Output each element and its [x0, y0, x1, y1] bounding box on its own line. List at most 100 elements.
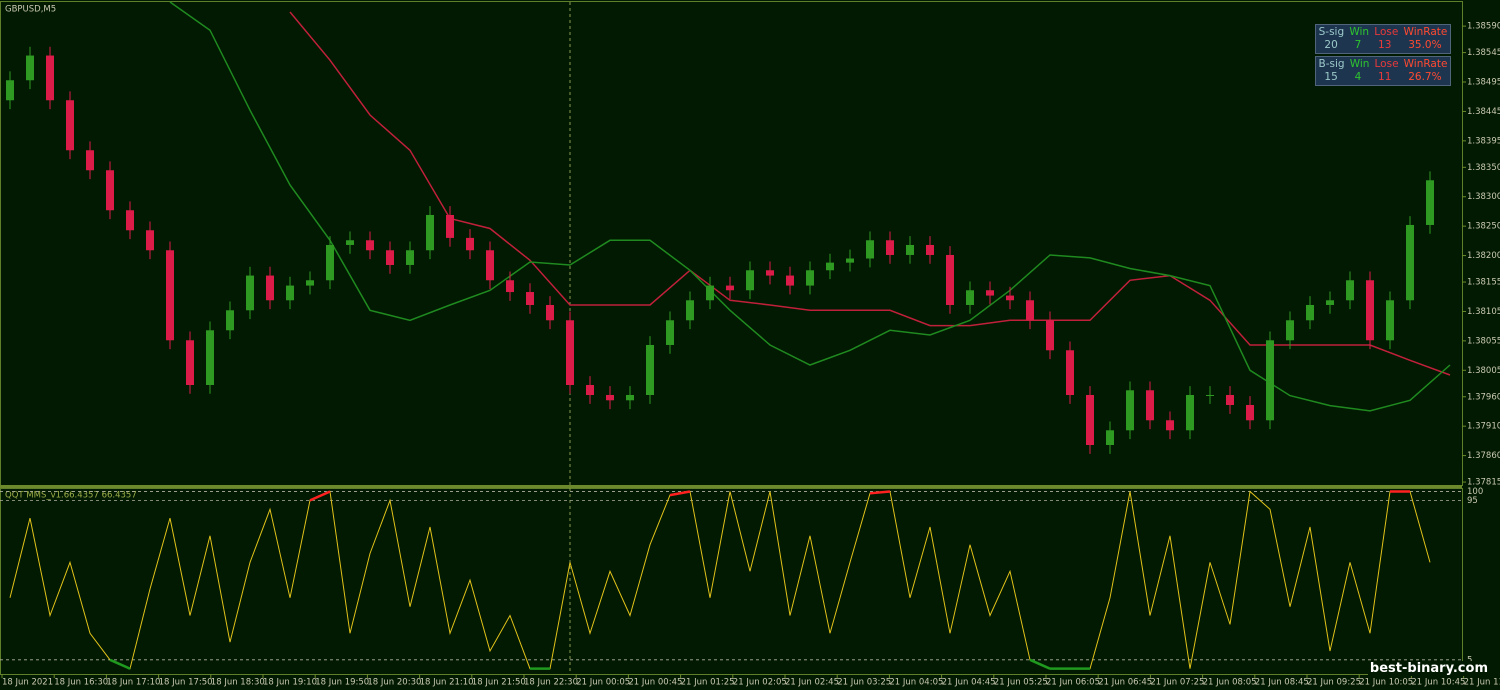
- y-tick-label: 1.38590: [1467, 22, 1500, 32]
- stats-cell: 15: [1324, 71, 1338, 83]
- candle-body: [26, 55, 34, 81]
- stats-box: S-sig Win Lose WinRate 20 7 13 35.0%: [1315, 24, 1451, 54]
- oscillator-extreme: [109, 658, 131, 670]
- stats-cell: 4: [1354, 71, 1362, 83]
- candle-body: [366, 240, 374, 251]
- price-panel-frame: [0, 1, 1463, 486]
- y-tick-label: 1.38250: [1467, 222, 1500, 232]
- x-tick-label: 21 Jun 05:25: [994, 678, 1048, 688]
- candle-body: [1346, 280, 1354, 301]
- x-tick-label: 21 Jun 08:05: [1203, 678, 1257, 688]
- candle-body: [546, 304, 554, 321]
- candle-body: [1146, 390, 1154, 421]
- y-tick-label: 100: [1467, 487, 1483, 497]
- x-tick-label: 18 Jun 21:50: [472, 678, 526, 688]
- candle-body: [1406, 224, 1414, 301]
- x-tick-label: 18 Jun 18:30: [211, 678, 265, 688]
- candle-body: [1126, 390, 1134, 431]
- candle-body: [86, 150, 94, 171]
- y-tick-label: 1.38395: [1467, 136, 1500, 146]
- stats-cell: 20: [1324, 39, 1338, 51]
- y-tick-label: 1.38155: [1467, 278, 1500, 288]
- x-tick-label: 18 Jun 17:50: [159, 678, 213, 688]
- y-tick-label: 1.37910: [1467, 422, 1500, 432]
- candle-body: [346, 240, 354, 245]
- stats-cell: Win: [1349, 58, 1370, 70]
- candle-body: [1006, 295, 1014, 301]
- candle-body: [46, 55, 54, 101]
- stats-table: S-sig Win Lose WinRate 20 7 13 35.0% B-sig Win Los…: [1315, 24, 1451, 88]
- candle-body: [146, 230, 154, 251]
- candle-body: [1206, 394, 1214, 396]
- x-tick-label: 21 Jun 02:45: [785, 678, 839, 688]
- candle-body: [446, 214, 454, 238]
- x-tick-label: 18 Jun 19:50: [315, 678, 369, 688]
- x-tick-label: 18 Jun 2021: [2, 678, 53, 688]
- candle-body: [526, 292, 534, 305]
- stats-row: 20 7 13 35.0%: [1316, 39, 1450, 52]
- candle-body: [606, 394, 614, 401]
- oscillator-line: [9, 490, 1431, 670]
- candle-body: [966, 290, 974, 305]
- stats-cell: WinRate: [1403, 26, 1448, 38]
- oscillator-extreme: [869, 490, 891, 495]
- candle-body: [826, 262, 834, 271]
- candle-body: [1226, 394, 1234, 405]
- cloud-line: [169, 1, 1451, 412]
- x-tick-label: 21 Jun 04:05: [889, 678, 943, 688]
- candle-body: [566, 320, 574, 385]
- x-tick-label: 18 Jun 16:30: [54, 678, 108, 688]
- stats-cell: 13: [1378, 39, 1392, 51]
- candle-body: [1166, 420, 1174, 431]
- candle-body: [66, 100, 74, 151]
- candle-body: [926, 244, 934, 255]
- x-tick-label: 18 Jun 21:10: [420, 678, 474, 688]
- stats-cell: 7: [1354, 39, 1362, 51]
- x-tick-label: 21 Jun 10:45: [1411, 678, 1465, 688]
- x-tick-label: 18 Jun 17:10: [106, 678, 160, 688]
- candle-body: [766, 270, 774, 276]
- stats-box: B-sig Win Lose WinRate 15 4 11 26.7%: [1315, 56, 1451, 86]
- y-tick-label: 1.37960: [1467, 392, 1500, 402]
- candle-body: [1106, 430, 1114, 445]
- cloud-line: [289, 11, 1451, 376]
- candle-body: [886, 240, 894, 255]
- candle-body: [586, 384, 594, 395]
- stats-cell: Lose: [1374, 26, 1399, 38]
- x-tick-label: 18 Jun 22:30: [524, 678, 578, 688]
- candle-body: [1186, 394, 1194, 431]
- candle-body: [166, 250, 174, 341]
- stats-row: S-sig Win Lose WinRate: [1316, 26, 1450, 39]
- candle-body: [126, 210, 134, 231]
- candle-body: [386, 250, 394, 265]
- x-tick-label: 21 Jun 08:45: [1255, 678, 1309, 688]
- candle-body: [1366, 280, 1374, 341]
- candle-body: [786, 275, 794, 286]
- candle-body: [1426, 180, 1434, 225]
- stats-cell: 11: [1378, 71, 1392, 83]
- candle-body: [1286, 320, 1294, 341]
- x-tick-label: 21 Jun 04:45: [942, 678, 996, 688]
- candle-body: [406, 250, 414, 265]
- candle-body: [266, 275, 274, 301]
- x-tick-label: 21 Jun 07:25: [1150, 678, 1204, 688]
- candle-body: [806, 270, 814, 286]
- candle-body: [1386, 300, 1394, 341]
- symbol-label: GBPUSD,M5: [5, 5, 56, 15]
- candle-body: [246, 275, 254, 311]
- y-tick-label: 5: [1467, 655, 1472, 665]
- candle-body: [106, 170, 114, 211]
- y-tick-label: 1.38005: [1467, 366, 1500, 376]
- y-tick-label: 1.37815: [1467, 478, 1500, 488]
- x-tick-label: 21 Jun 01:25: [681, 678, 735, 688]
- x-tick-label: 21 Jun 00:05: [576, 678, 630, 688]
- candle-body: [306, 280, 314, 286]
- candle-body: [706, 285, 714, 301]
- y-tick-label: 1.38545: [1467, 48, 1500, 58]
- candle-body: [666, 320, 674, 345]
- y-tick-label: 1.37860: [1467, 451, 1500, 461]
- candle-body: [626, 394, 634, 401]
- candle-body: [726, 285, 734, 291]
- stats-cell: S-sig: [1318, 26, 1345, 38]
